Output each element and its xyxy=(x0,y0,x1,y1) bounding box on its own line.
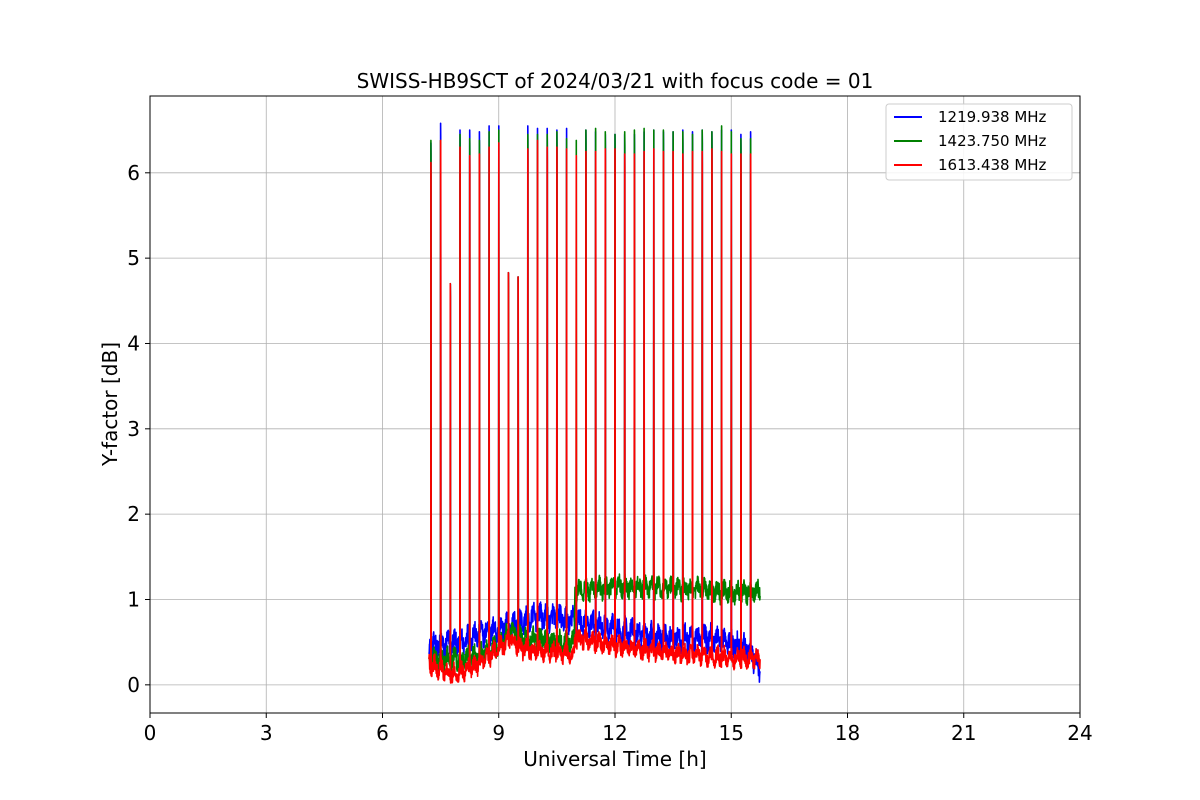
legend-label: 1613.438 MHz xyxy=(938,156,1047,174)
legend-box xyxy=(885,103,1073,181)
y-tick-label: 4 xyxy=(127,331,140,355)
y-tick-label: 3 xyxy=(127,417,140,441)
y-tick-label: 0 xyxy=(127,673,140,697)
x-axis-label: Universal Time [h] xyxy=(523,747,706,771)
x-tick-label: 15 xyxy=(719,721,744,745)
x-tick-label: 12 xyxy=(602,721,627,745)
x-tick-label: 24 xyxy=(1067,721,1092,745)
series-line-1 xyxy=(428,125,761,674)
y-tick-label: 6 xyxy=(127,161,140,185)
x-tick-label: 6 xyxy=(376,721,389,745)
x-axis-ticks: 0 3 6 9 12 15 18 21 24 xyxy=(144,713,1093,745)
x-tick-label: 18 xyxy=(835,721,860,745)
legend-label: 1219.938 MHz xyxy=(938,108,1047,126)
series-line-2 xyxy=(428,139,761,684)
legend-label: 1423.750 MHz xyxy=(938,132,1047,150)
y-tick-label: 5 xyxy=(127,246,140,270)
chart-title: SWISS-HB9SCT of 2024/03/21 with focus co… xyxy=(357,69,874,93)
legend: 1219.938 MHz 1423.750 MHz 1613.438 MHz xyxy=(885,103,1073,181)
y-tick-label: 1 xyxy=(127,587,140,611)
x-tick-label: 9 xyxy=(492,721,505,745)
series-layer xyxy=(428,122,761,684)
x-tick-label: 0 xyxy=(144,721,157,745)
x-tick-label: 3 xyxy=(260,721,273,745)
y-axis-ticks: 0 1 2 3 4 5 6 xyxy=(127,161,150,697)
y-axis-label: Y-factor [dB] xyxy=(98,342,122,467)
x-tick-label: 21 xyxy=(951,721,976,745)
series-line-0 xyxy=(428,122,761,683)
y-tick-label: 2 xyxy=(127,502,140,526)
